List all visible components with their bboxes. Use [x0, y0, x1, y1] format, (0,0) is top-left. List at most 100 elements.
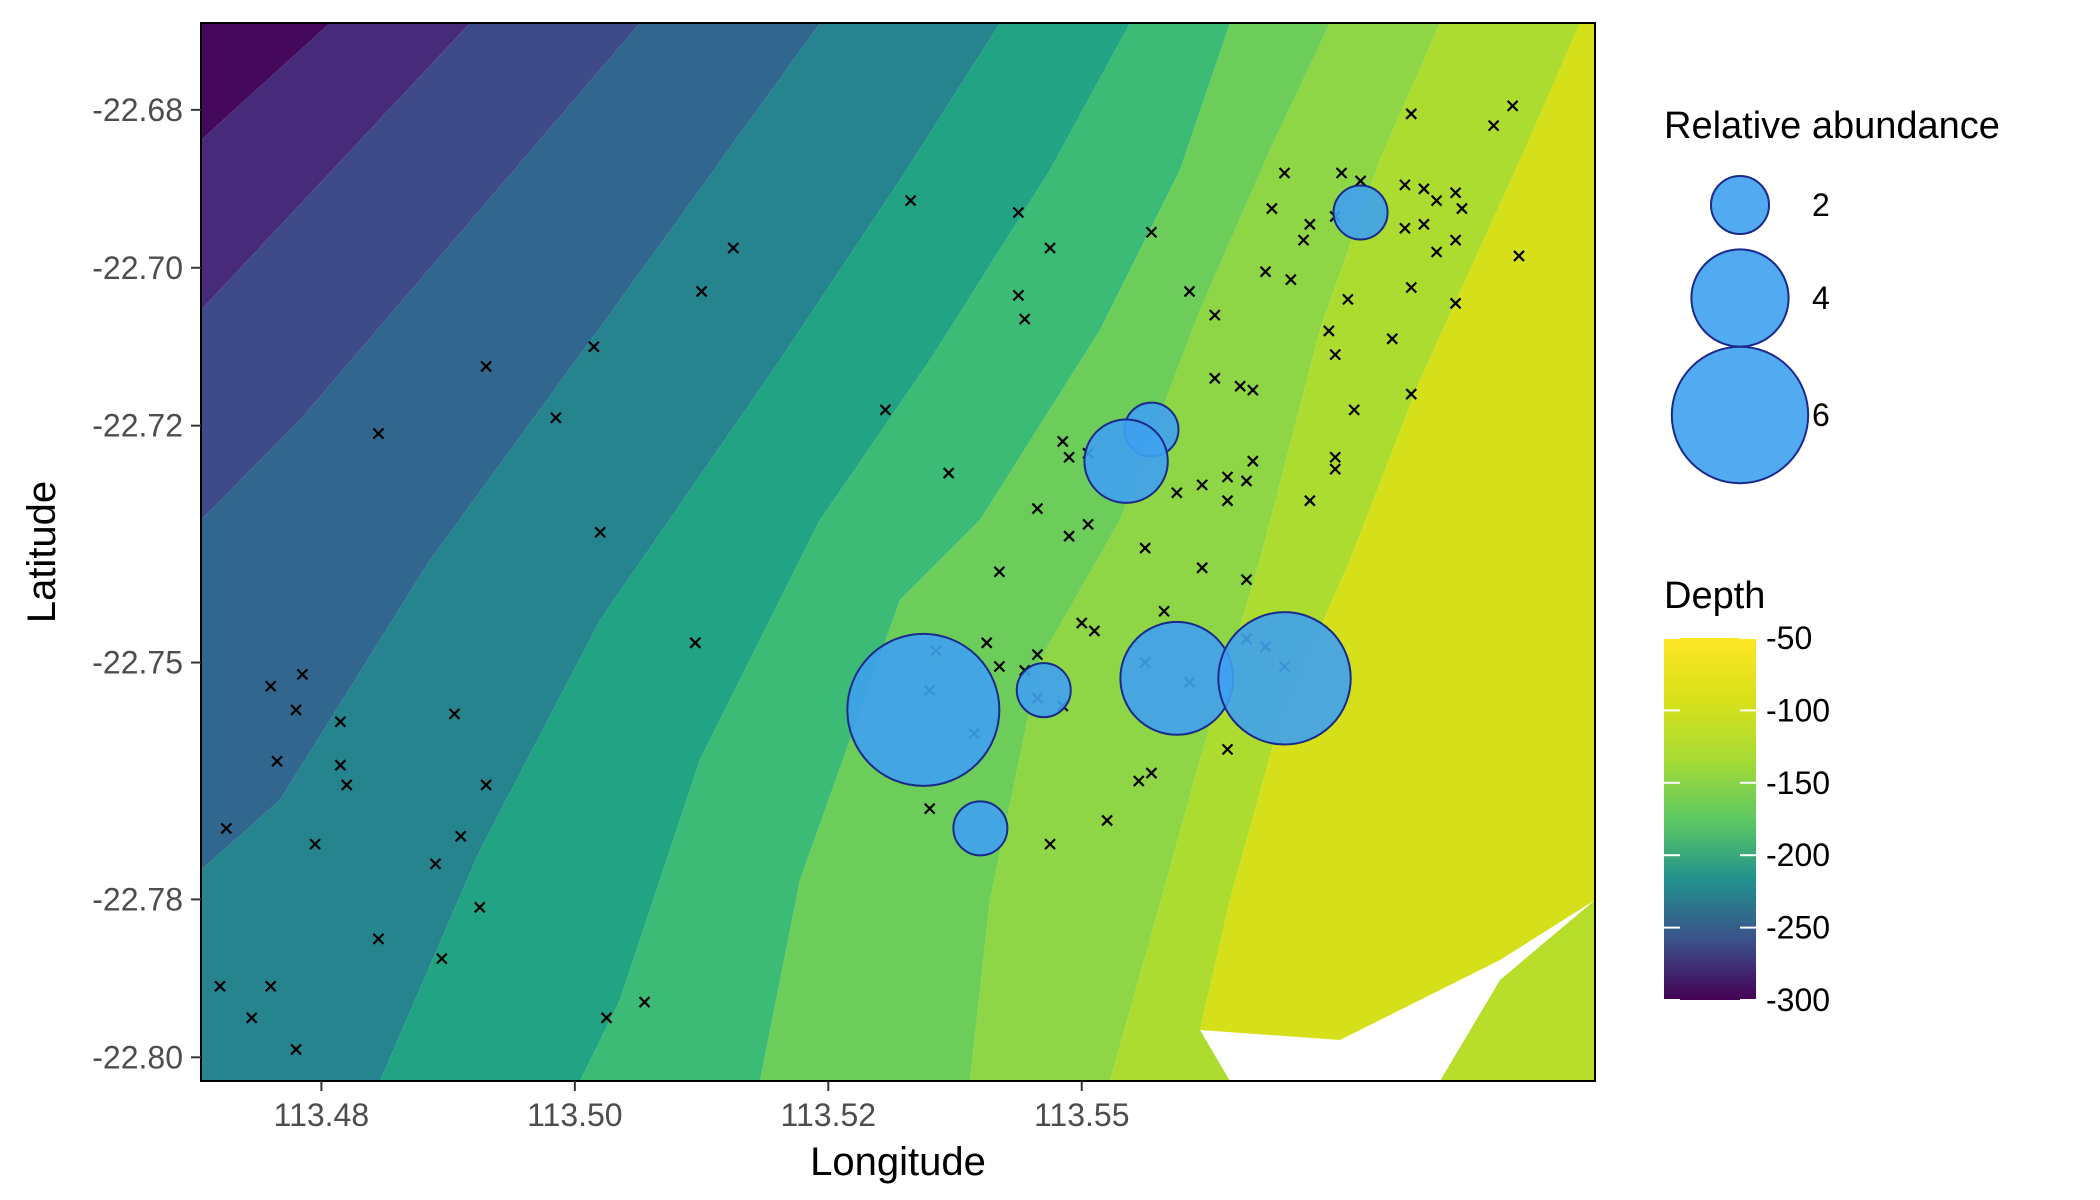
survey-site-marker — [1430, 246, 1443, 258]
survey-site-marker — [1158, 605, 1170, 617]
survey-site-marker — [550, 411, 562, 424]
survey-site-marker — [1082, 518, 1094, 531]
survey-site-marker — [1247, 455, 1259, 467]
survey-site-marker — [1044, 838, 1056, 850]
y-tick-label: -22.80 — [92, 1039, 183, 1075]
survey-site-marker — [1240, 475, 1253, 487]
survey-site-marker — [638, 996, 651, 1008]
survey-site-marker — [264, 980, 277, 993]
survey-site-marker — [290, 1043, 302, 1056]
survey-site-marker — [271, 755, 283, 768]
survey-site-marker — [1259, 265, 1272, 278]
depth-band — [380, 23, 1130, 1081]
depth-band — [760, 23, 1330, 1081]
survey-site-marker — [290, 704, 302, 716]
survey-site-marker — [1063, 451, 1075, 464]
depth-legend: Depth -50 -100 -150 -200 -250 -300 — [1664, 575, 1830, 1018]
depth-band — [201, 23, 1000, 1081]
depth-tick-label: -150 — [1766, 765, 1830, 801]
survey-site-marker — [993, 565, 1006, 578]
survey-site-marker — [1234, 380, 1246, 392]
survey-site-marker — [1506, 100, 1519, 112]
abundance-point — [1015, 662, 1072, 719]
survey-site-marker — [1101, 814, 1113, 827]
y-tick-label: -22.78 — [92, 881, 183, 917]
survey-site-marker — [1183, 285, 1196, 298]
survey-site-marker — [448, 708, 461, 720]
survey-site-marker — [1449, 297, 1462, 310]
survey-site-marker — [1266, 202, 1278, 215]
survey-site-marker — [1386, 333, 1399, 345]
survey-site-marker — [1031, 648, 1044, 661]
survey-site-marker — [1221, 471, 1234, 483]
survey-site-marker — [689, 637, 702, 649]
survey-site-marker — [474, 901, 486, 914]
survey-site-marker — [1196, 562, 1208, 574]
survey-site-marker — [594, 526, 606, 539]
survey-site-marker — [372, 933, 385, 945]
survey-site-marker — [245, 1012, 258, 1024]
size-legend-key — [1690, 248, 1790, 348]
survey-site-marker — [296, 668, 309, 681]
survey-site-marker — [480, 779, 492, 791]
survey-site-marker — [588, 340, 600, 353]
survey-site-marker — [1196, 479, 1208, 491]
x-axis: 113.48 113.50 113.52 113.55 — [274, 1081, 1130, 1133]
survey-site-marker — [429, 858, 442, 870]
survey-site-marker — [1418, 218, 1430, 231]
points-layer — [846, 184, 1389, 857]
survey-site-marker — [1063, 530, 1075, 542]
survey-site-marker — [1430, 194, 1443, 207]
size-legend-key — [1710, 175, 1770, 235]
x-tick-label: 113.50 — [527, 1097, 623, 1133]
depth-band — [1200, 23, 1595, 1040]
abundance-point — [952, 800, 1009, 857]
survey-site-marker — [214, 980, 226, 993]
survey-site-marker — [1329, 463, 1341, 475]
survey-site-marker — [1449, 186, 1462, 199]
depth-band — [580, 23, 1230, 1081]
depth-tick-label: -250 — [1766, 910, 1830, 946]
survey-site-marker — [436, 952, 448, 965]
survey-site-marker — [1031, 502, 1044, 515]
survey-site-marker — [1278, 167, 1291, 179]
survey-site-marker — [727, 242, 740, 254]
survey-site-marker — [309, 838, 321, 850]
size-legend-key — [1670, 345, 1810, 485]
survey-site-marker — [1075, 617, 1088, 629]
survey-site-marker — [1285, 273, 1297, 286]
survey-site-marker — [264, 680, 277, 693]
depth-colorbar — [1664, 638, 1756, 1000]
survey-site-marker — [334, 715, 347, 728]
survey-site-marker — [1405, 108, 1418, 120]
survey-site-marker — [1304, 218, 1316, 231]
depth-band — [201, 23, 820, 870]
survey-site-marker — [340, 779, 353, 791]
size-legend: Relative abundance 2 4 6 — [1664, 105, 2000, 485]
survey-site-marker — [1240, 573, 1253, 586]
survey-site-marker — [904, 194, 917, 207]
abundance-point — [846, 632, 1001, 787]
survey-site-marker — [480, 360, 492, 373]
survey-site-marker — [1456, 202, 1468, 215]
survey-site-marker — [1329, 348, 1341, 361]
survey-site-marker — [372, 427, 385, 440]
survey-site-marker — [1487, 119, 1500, 132]
abundance-point — [1217, 611, 1352, 746]
abundance-point — [1119, 620, 1235, 736]
y-tick-label: -22.68 — [92, 92, 183, 128]
survey-site-marker — [1209, 372, 1221, 385]
survey-site-marker — [1297, 234, 1310, 246]
survey-site-marker — [334, 759, 347, 771]
size-legend-label: 6 — [1812, 397, 1830, 433]
depth-tick-label: -50 — [1766, 620, 1812, 656]
survey-site-marker — [1304, 494, 1316, 507]
y-tick-label: -22.70 — [92, 250, 183, 286]
survey-site-marker — [1418, 183, 1430, 195]
size-legend-label: 2 — [1812, 187, 1830, 223]
survey-site-marker — [1044, 242, 1056, 254]
survey-site-marker — [993, 660, 1006, 673]
survey-site-marker — [1323, 325, 1335, 337]
depth-tick-label: -300 — [1766, 982, 1830, 1018]
x-tick-label: 113.48 — [274, 1097, 370, 1133]
